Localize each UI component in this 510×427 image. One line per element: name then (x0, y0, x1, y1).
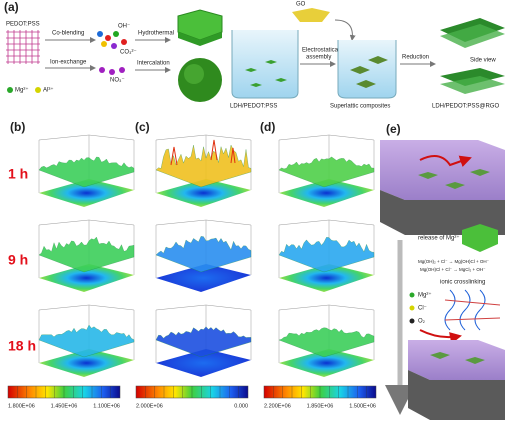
label: Side view (470, 58, 496, 64)
label: assembly (306, 55, 331, 61)
label: NO₃⁻ (110, 78, 125, 84)
label: LDH/PEDOT:PSS (230, 104, 277, 110)
colorbar-label: 1.450E+06 (51, 403, 78, 409)
panel-label: (b) (10, 120, 25, 134)
surface (38, 156, 135, 188)
cl-ion (409, 305, 415, 311)
time-label: 18 h (8, 338, 36, 354)
arrow (419, 329, 462, 344)
coating (408, 340, 505, 380)
beaker (231, 30, 299, 99)
substrate (380, 190, 505, 235)
label: Al³⁺ (43, 87, 54, 94)
highlight (184, 64, 204, 84)
surface (155, 236, 252, 273)
arrow (419, 155, 472, 167)
label: release of Mg²⁺ (418, 235, 460, 242)
floor-map (279, 264, 374, 292)
time-label: 1 h (8, 166, 28, 182)
colorbar-label: 1.500E+06 (349, 403, 376, 409)
colorbar-label: 2.200E+06 (264, 403, 291, 409)
surface (155, 144, 252, 188)
axis-frame (278, 304, 375, 363)
panel-label: (d) (260, 120, 275, 134)
label: Ion-exchange (50, 60, 87, 66)
al-ion (35, 87, 41, 93)
surface (155, 326, 252, 358)
label: Superlattic composites (330, 104, 390, 110)
ldh-hexagon (177, 9, 223, 46)
label: PEDOT:PSS (6, 22, 40, 28)
colorbar-label: 2.000E+06 (136, 403, 163, 409)
sheets (430, 352, 485, 364)
label: Electrostatically (302, 48, 344, 54)
ldh-hexagon (462, 224, 498, 252)
legend-label: O₂ (418, 319, 426, 325)
axis-frame (278, 134, 375, 193)
colorbar-label: 0.000 (234, 403, 248, 409)
floor-map (279, 179, 374, 207)
colorbar-label: 1.850E+06 (307, 403, 334, 409)
label: GO (296, 2, 306, 8)
floor-map (39, 349, 134, 377)
sheets (418, 169, 490, 189)
colorbar-label: 1.100E+06 (93, 403, 120, 409)
label: OH⁻ (118, 24, 130, 30)
legend-label: Cl⁻ (418, 306, 427, 312)
go-sheet (292, 8, 330, 22)
surface (38, 236, 135, 273)
panel-label: (a) (4, 0, 19, 14)
equation: Mg(OH)₂ + Cl⁻ → Mg(OH)Cl + OH⁻ (418, 259, 490, 264)
o2 (409, 318, 415, 324)
label: Hydrothermal (138, 31, 174, 37)
mg-ion (409, 292, 415, 298)
label: CO₃²⁻ (120, 50, 137, 56)
panel-e: (e) release of Mg²⁺ Mg(OH)₂ + Cl⁻ → Mg(O… (380, 122, 505, 420)
label: Intercalation (137, 61, 170, 67)
surface (278, 327, 375, 358)
mg-ion (7, 87, 13, 93)
network (444, 289, 501, 331)
floor-map (39, 179, 134, 207)
floor-map (156, 179, 251, 207)
eis-plots: (b) (c) (d) 1 h 9 h 18 h 1.800E+06 1.450E+06 1.1… (7, 120, 377, 409)
surface (38, 324, 135, 358)
label: ionic crosslinking (440, 280, 485, 286)
equation: Mg(OH)Cl + Cl⁻ → MgCl₂ + OH⁻ (420, 267, 486, 272)
surface (278, 156, 375, 188)
ions (97, 31, 127, 75)
beaker (337, 40, 397, 99)
label: Reduction (402, 55, 429, 61)
pedot-lattice (6, 30, 40, 64)
coating (380, 140, 505, 200)
floor-map (156, 264, 251, 292)
panel-label: (e) (386, 122, 401, 136)
floor-map (156, 349, 251, 377)
label: Co-blending (52, 31, 84, 37)
floor-map (279, 349, 374, 377)
panel-label: (c) (135, 120, 150, 134)
label: LDH/PEDOT:PSS@RGO (432, 104, 499, 110)
legend-label: Mg²⁺ (418, 292, 432, 299)
surface-peaks (170, 139, 236, 166)
substrate (408, 370, 505, 420)
arrow (334, 19, 356, 41)
time-label: 9 h (8, 252, 28, 268)
label: Mg²⁺ (15, 87, 29, 94)
surface (278, 237, 375, 273)
rgo-stack (440, 18, 505, 94)
colorbar-label: 1.800E+06 (8, 403, 35, 409)
panel-a: (a) PEDOT:PSS Mg²⁺ Al³⁺ Co-blending Ion-… (4, 0, 505, 110)
floor-map (39, 264, 134, 292)
